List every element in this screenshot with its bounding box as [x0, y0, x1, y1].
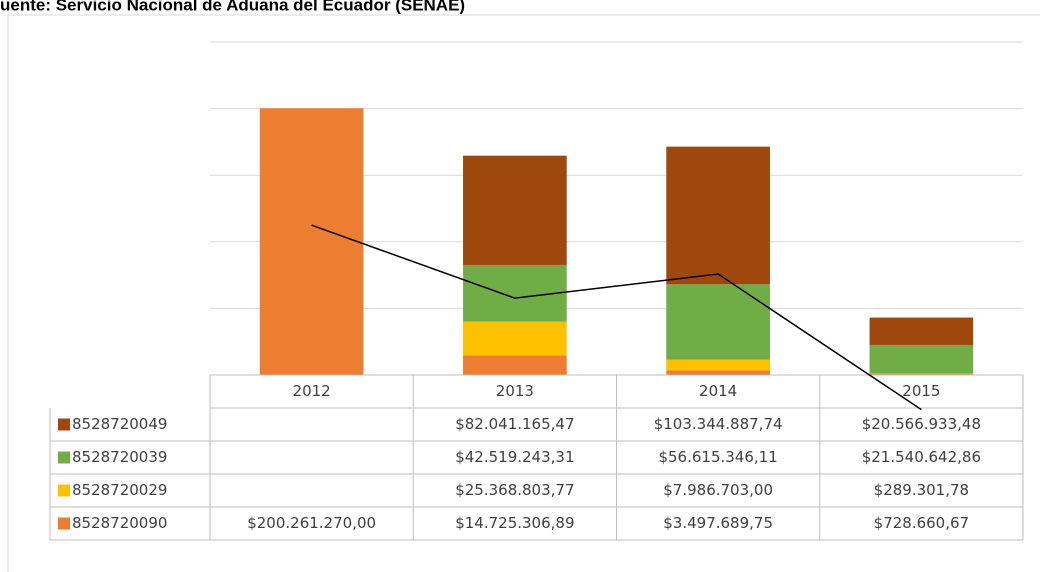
legend-label: 8528720090	[72, 514, 167, 532]
bar-segment	[463, 264, 567, 322]
bar-segment	[463, 321, 567, 356]
bar-segment	[463, 155, 567, 265]
x-tick-label: 2012	[293, 382, 331, 400]
table-value: $14.725.306,89	[455, 514, 574, 532]
table-value: $3.497.689,75	[663, 514, 773, 532]
bar-segment	[869, 317, 974, 345]
bar-segment	[666, 146, 770, 285]
table-value: $7.986.703,00	[663, 481, 773, 499]
table-value: $56.615.346,11	[658, 448, 777, 466]
table-value: $42.519.243,31	[455, 448, 574, 466]
table-value: $20.566.933,48	[862, 415, 981, 433]
table-value: $103.344.887,74	[654, 415, 783, 433]
bar-segment	[259, 108, 364, 376]
legend-swatch	[58, 517, 70, 530]
legend-label: 8528720039	[72, 448, 167, 466]
table-value: $200.261.270,00	[247, 514, 376, 532]
legend-label: 8528720029	[72, 481, 167, 499]
table-value: $82.041.165,47	[455, 415, 574, 433]
legend-swatch	[58, 451, 70, 464]
table-value: $728.660,67	[874, 514, 969, 532]
table-value: $25.368.803,77	[455, 481, 574, 499]
legend-label: 8528720049	[72, 415, 167, 433]
x-tick-label: 2014	[699, 382, 737, 400]
bar-segment	[869, 344, 974, 374]
x-tick-label: 2013	[496, 382, 534, 400]
table-value: $21.540.642,86	[862, 448, 981, 466]
bar-segment	[666, 370, 770, 375]
bar-segment	[666, 284, 770, 360]
table-value: $289.301,78	[874, 481, 969, 499]
x-tick-label: 2015	[902, 382, 940, 400]
legend-swatch	[58, 418, 70, 431]
line	[311, 224, 922, 411]
bar-segment	[666, 359, 770, 371]
legend-swatch	[58, 484, 70, 497]
chart-title: uente: Servicio Nacional de Aduana del E…	[0, 0, 465, 14]
bar-segment	[463, 355, 567, 375]
